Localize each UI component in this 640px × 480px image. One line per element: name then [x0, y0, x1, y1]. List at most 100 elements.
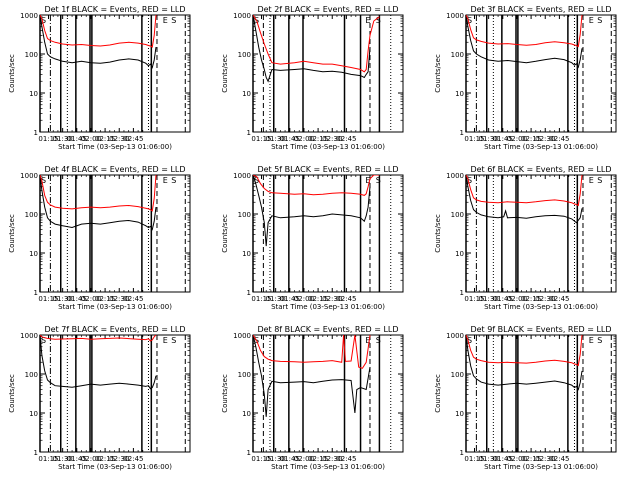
y-axis-label: Counts/sec [8, 54, 16, 93]
event-label: S [376, 16, 381, 25]
event-label: E [163, 176, 168, 185]
y-tick-label: 10 [455, 410, 464, 418]
y-tick-label: 100 [451, 211, 464, 219]
series-events-line [40, 335, 157, 390]
y-tick-label: 10 [29, 410, 38, 418]
x-axis-label: Start Time (03-Sep-13 01:06:00) [271, 143, 385, 151]
y-tick-label: 100 [238, 211, 251, 219]
x-tick-label: 01:45 [493, 455, 513, 463]
x-tick-label: 02:15 [95, 295, 115, 303]
y-tick-label: 10 [242, 250, 251, 258]
chart-title: Det 8f BLACK = Events, RED = LLD [257, 325, 398, 334]
series-lld-line [253, 15, 380, 73]
x-tick-label: 01:15 [38, 135, 58, 143]
event-label: S [597, 176, 602, 185]
x-tick-label: 02:30 [535, 135, 555, 143]
event-label: S [467, 176, 472, 185]
x-tick-label: 01:45 [280, 295, 300, 303]
x-tick-label: 02:00 [294, 295, 314, 303]
chart-panel-4: Det 4f BLACK = Events, RED = LLD 1 10 100 10… [8, 165, 191, 311]
event-label: S [597, 336, 602, 345]
event-label: E [365, 336, 370, 345]
event-label: S [467, 336, 472, 345]
x-tick-label: 01:45 [67, 455, 87, 463]
x-tick-label: 02:45 [336, 295, 356, 303]
x-tick-label: 01:45 [67, 135, 87, 143]
x-tick-label: 01:15 [464, 295, 484, 303]
series-events-line [466, 335, 583, 391]
series-events-line [40, 175, 157, 231]
x-tick-label: 01:30 [266, 455, 286, 463]
x-tick-label: 02:00 [294, 135, 314, 143]
y-tick-label: 1 [34, 449, 38, 457]
x-tick-label: 02:00 [507, 135, 527, 143]
series-lld-line [253, 335, 371, 369]
x-tick-label: 02:00 [507, 295, 527, 303]
plot-frame [465, 14, 617, 133]
y-tick-label: 10 [29, 90, 38, 98]
x-tick-label: 02:15 [308, 295, 328, 303]
y-tick-label: 1000 [446, 332, 464, 340]
x-axis-label: Start Time (03-Sep-13 01:06:00) [484, 143, 598, 151]
x-tick-label: 01:15 [464, 135, 484, 143]
y-tick-label: 1 [247, 289, 251, 297]
series-events-line [253, 175, 371, 247]
x-tick-label: 02:30 [109, 455, 129, 463]
chart-title: Det 9f BLACK = Events, RED = LLD [470, 325, 611, 334]
event-label: S [41, 16, 46, 25]
event-label: S [597, 16, 602, 25]
event-label: E [589, 16, 594, 25]
y-tick-label: 100 [238, 371, 251, 379]
y-tick-label: 1 [247, 449, 251, 457]
x-tick-label: 02:30 [535, 455, 555, 463]
series-lld-line [466, 15, 583, 48]
y-tick-label: 10 [455, 250, 464, 258]
x-tick-label: 02:45 [549, 295, 569, 303]
x-tick-label: 01:30 [479, 135, 499, 143]
x-tick-label: 02:45 [549, 455, 569, 463]
y-axis-label: Counts/sec [8, 374, 16, 413]
plot-frame [252, 334, 404, 453]
series-lld-line [40, 15, 157, 48]
plot-frame [39, 174, 191, 293]
chart-title: Det 7f BLACK = Events, RED = LLD [44, 325, 185, 334]
chart-title: Det 5f BLACK = Events, RED = LLD [257, 165, 398, 174]
x-tick-label: 01:15 [251, 295, 271, 303]
series-events-line [253, 335, 371, 417]
y-tick-label: 10 [242, 410, 251, 418]
y-tick-label: 1 [247, 129, 251, 137]
event-label: E [589, 176, 594, 185]
x-axis-label: Start Time (03-Sep-13 01:06:00) [58, 463, 172, 471]
chart-panel-1: Det 1f BLACK = Events, RED = LLD 1 10 100 10… [8, 5, 191, 151]
x-tick-label: 01:15 [251, 135, 271, 143]
y-axis-label: Counts/sec [221, 54, 229, 93]
x-tick-label: 01:30 [266, 295, 286, 303]
x-tick-label: 02:15 [95, 135, 115, 143]
x-tick-label: 02:30 [109, 135, 129, 143]
series-lld-line [40, 335, 157, 342]
event-label: E [589, 336, 594, 345]
y-tick-label: 1 [34, 129, 38, 137]
y-axis-label: Counts/sec [434, 374, 442, 413]
x-tick-label: 02:30 [109, 295, 129, 303]
x-tick-label: 01:30 [479, 295, 499, 303]
x-axis-label: Start Time (03-Sep-13 01:06:00) [271, 303, 385, 311]
event-label: S [171, 336, 176, 345]
x-tick-label: 01:15 [38, 455, 58, 463]
chart-title: Det 1f BLACK = Events, RED = LLD [44, 5, 185, 14]
y-tick-label: 1000 [233, 12, 251, 20]
chart-title: Det 6f BLACK = Events, RED = LLD [470, 165, 611, 174]
x-axis-label: Start Time (03-Sep-13 01:06:00) [484, 463, 598, 471]
x-tick-label: 01:30 [53, 135, 73, 143]
y-tick-label: 1000 [446, 12, 464, 20]
y-tick-label: 10 [242, 90, 251, 98]
x-tick-label: 01:45 [67, 295, 87, 303]
y-tick-label: 1 [460, 289, 464, 297]
y-tick-label: 100 [451, 371, 464, 379]
event-label: S [41, 336, 46, 345]
x-tick-label: 02:00 [294, 455, 314, 463]
y-tick-label: 1000 [20, 172, 38, 180]
x-tick-label: 02:00 [81, 135, 101, 143]
plot-frame [465, 174, 617, 293]
